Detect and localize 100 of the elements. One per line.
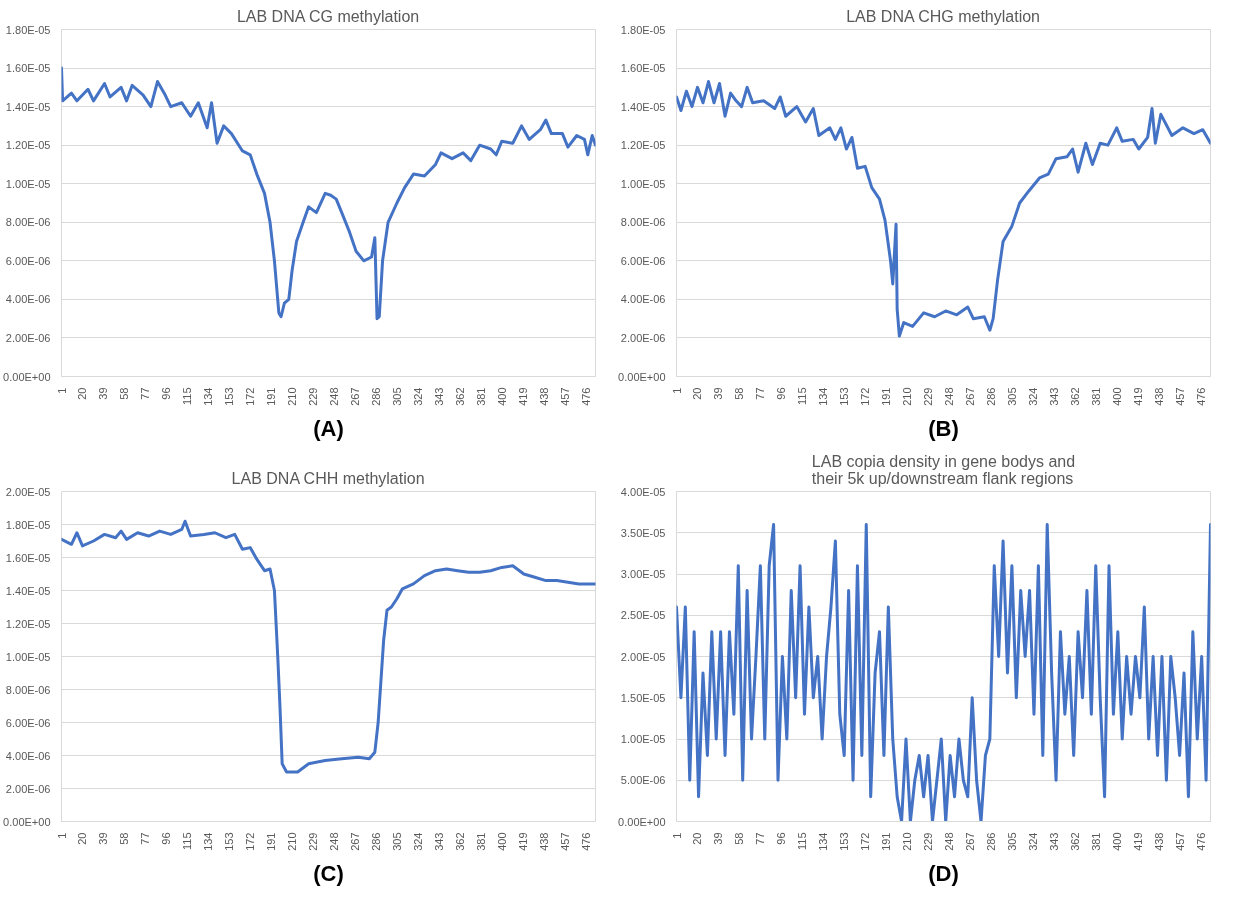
x-tick-label: 381 xyxy=(1089,387,1102,406)
x-tick-label: 134 xyxy=(817,387,830,406)
x-tick-label: 324 xyxy=(1026,832,1039,851)
y-tick-label: 1.40E-05 xyxy=(5,584,51,597)
x-tick-label: 419 xyxy=(516,832,529,851)
x-tick-label: 96 xyxy=(160,832,173,845)
x-tick-label: 324 xyxy=(1026,387,1039,406)
x-tick-label: 305 xyxy=(1005,387,1018,406)
x-tick-label: 134 xyxy=(817,832,830,851)
y-tick-label: 0.00E+00 xyxy=(3,815,51,828)
x-tick-label: 20 xyxy=(691,387,704,400)
x-tick-label: 39 xyxy=(97,832,110,845)
chart-title: LAB DNA CG methylation xyxy=(236,7,420,25)
y-tick-label: 5.00E-06 xyxy=(620,774,666,787)
y-tick-label: 0.00E+00 xyxy=(618,815,666,828)
y-tick-label: 3.00E-05 xyxy=(620,568,666,580)
x-tick-label: 77 xyxy=(754,832,767,845)
x-tick-label: 343 xyxy=(1047,832,1060,851)
x-tick-label: 39 xyxy=(712,832,725,845)
y-tick-label: 2.00E-06 xyxy=(5,331,51,344)
x-tick-label: 457 xyxy=(1173,387,1186,406)
x-tick-label: 362 xyxy=(453,832,466,851)
x-tick-label: 210 xyxy=(901,387,914,406)
x-tick-label: 39 xyxy=(712,387,725,400)
x-tick-label: 1 xyxy=(670,832,683,839)
x-tick-label: 362 xyxy=(1068,387,1081,406)
y-tick-label: 1.80E-05 xyxy=(620,23,666,36)
x-tick-label: 400 xyxy=(495,832,508,851)
x-tick-label: 343 xyxy=(1047,387,1060,406)
x-tick-label: 77 xyxy=(754,387,767,400)
x-tick-label: 115 xyxy=(181,387,194,406)
x-tick-label: 286 xyxy=(369,832,382,851)
y-tick-label: 4.00E-06 xyxy=(5,749,51,762)
x-tick-label: 248 xyxy=(943,387,956,406)
y-tick-label: 1.00E-05 xyxy=(5,177,51,190)
x-tick-label: 134 xyxy=(202,387,215,406)
x-tick-label: 210 xyxy=(901,832,914,851)
y-tick-label: 1.00E-05 xyxy=(620,177,666,190)
y-tick-label: 1.80E-05 xyxy=(5,518,51,531)
x-tick-label: 419 xyxy=(1131,387,1144,406)
x-tick-label: 324 xyxy=(411,387,424,406)
chart-title: LAB DNA CHG methylation xyxy=(846,7,1040,25)
text: (C) xyxy=(313,860,344,886)
x-tick-label: 115 xyxy=(796,832,809,851)
y-tick-label: 6.00E-06 xyxy=(5,254,51,267)
x-tick-label: 286 xyxy=(369,387,382,406)
x-tick-label: 58 xyxy=(118,387,131,400)
y-tick-label: 1.50E-05 xyxy=(620,691,666,704)
x-tick-label: 438 xyxy=(537,387,550,406)
x-tick-label: 172 xyxy=(859,387,872,406)
x-tick-label: 210 xyxy=(286,832,299,851)
x-tick-label: 96 xyxy=(775,832,788,845)
y-tick-label: 1.60E-05 xyxy=(620,62,666,75)
x-tick-label: 267 xyxy=(963,832,976,851)
x-tick-label: 77 xyxy=(139,832,152,845)
x-tick-label: 381 xyxy=(1089,832,1102,851)
x-tick-label: 362 xyxy=(1068,832,1081,851)
x-tick-label: 229 xyxy=(922,387,935,406)
x-tick-label: 476 xyxy=(1194,832,1207,851)
y-tick-label: 4.00E-06 xyxy=(620,293,666,306)
x-tick-label: 400 xyxy=(1110,832,1123,851)
x-tick-label: 438 xyxy=(1152,387,1165,406)
y-tick-label: 1.80E-05 xyxy=(5,23,51,36)
x-tick-label: 115 xyxy=(796,387,809,406)
text: (D) xyxy=(928,860,959,886)
y-tick-label: 4.00E-06 xyxy=(5,293,51,306)
x-tick-label: 305 xyxy=(1005,832,1018,851)
x-tick-label: 267 xyxy=(963,387,976,406)
x-tick-label: 153 xyxy=(838,832,851,851)
chart-title: LAB copia density in gene bodys and their 5k up/downstream flank regions xyxy=(811,452,1076,487)
x-tick-label: 20 xyxy=(76,387,89,400)
x-tick-label: 39 xyxy=(97,387,110,400)
x-tick-label: 286 xyxy=(984,387,997,406)
y-tick-label: 0.00E+00 xyxy=(3,370,51,383)
x-tick-label: 305 xyxy=(390,387,403,406)
x-tick-label: 96 xyxy=(775,387,788,400)
x-tick-label: 229 xyxy=(922,832,935,851)
x-tick-label: 210 xyxy=(286,387,299,406)
x-tick-label: 343 xyxy=(432,387,445,406)
x-tick-label: 438 xyxy=(537,832,550,851)
x-tick-label: 1 xyxy=(670,387,683,394)
x-tick-label: 229 xyxy=(307,387,320,406)
y-tick-label: 3.50E-05 xyxy=(620,526,666,539)
x-tick-label: 457 xyxy=(558,832,571,851)
x-tick-label: 248 xyxy=(328,387,341,406)
y-tick-label: 1.60E-05 xyxy=(5,62,51,75)
y-tick-label: 2.50E-05 xyxy=(620,609,666,622)
y-tick-label: 0.00E+00 xyxy=(618,370,666,383)
y-tick-label: 8.00E-06 xyxy=(620,216,666,229)
x-tick-label: 153 xyxy=(223,387,236,406)
x-tick-label: 419 xyxy=(1131,832,1144,851)
y-tick-label: 2.00E-05 xyxy=(620,650,666,663)
x-tick-label: 77 xyxy=(139,387,152,400)
x-tick-label: 58 xyxy=(733,387,746,400)
x-tick-label: 134 xyxy=(202,832,215,851)
x-tick-label: 153 xyxy=(838,387,851,406)
x-tick-label: 229 xyxy=(307,832,320,851)
y-tick-label: 2.00E-05 xyxy=(5,485,51,498)
y-tick-label: 1.40E-05 xyxy=(620,100,666,113)
x-tick-label: 1 xyxy=(55,832,68,839)
